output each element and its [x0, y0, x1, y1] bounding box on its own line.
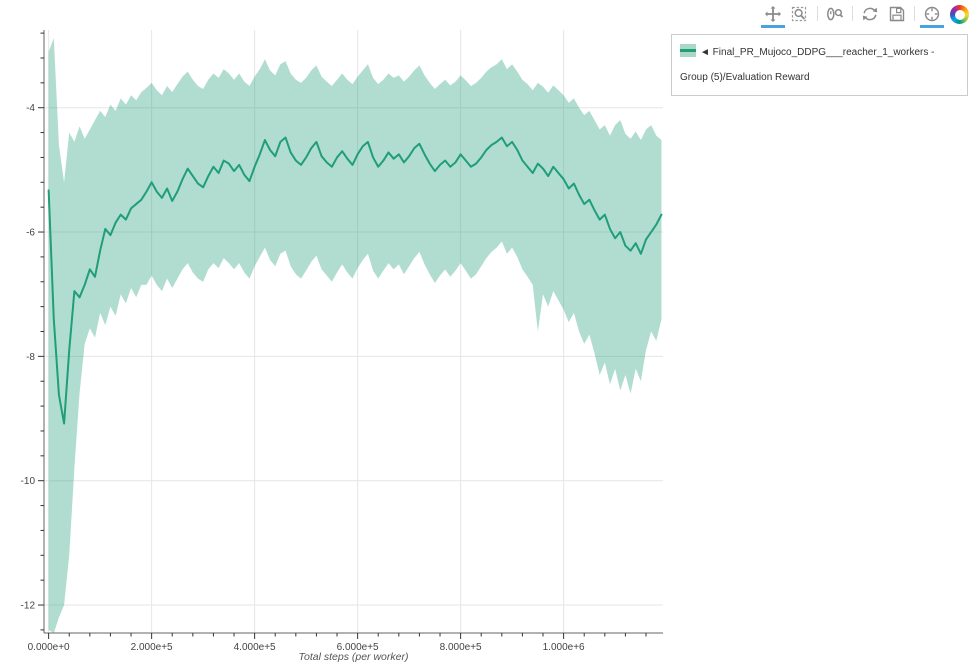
y-tick-label: -8 — [26, 352, 35, 363]
x-tick-label: 4.000e+5 — [234, 642, 276, 653]
y-tick-label: -10 — [21, 476, 36, 487]
axis-ticks — [38, 32, 647, 639]
save-tool-button[interactable] — [885, 2, 909, 28]
legend-swatch-line — [680, 49, 696, 52]
plot-toolbar — [761, 2, 969, 28]
toolbar-separator — [852, 6, 853, 21]
reset-tool-button[interactable] — [858, 2, 882, 28]
mean-line — [47, 136, 663, 425]
x-tick-label: 8.000e+5 — [440, 642, 482, 653]
bokeh-logo[interactable] — [950, 5, 969, 24]
bokeh-logo-center — [954, 9, 965, 20]
y-tick-label: -4 — [26, 103, 35, 114]
gridlines — [44, 30, 663, 633]
hover-icon — [924, 6, 940, 21]
legend-label: ◄ Final_PR_Mujoco_DDPG___reacher_1_worke… — [680, 47, 935, 83]
legend[interactable]: ◄ Final_PR_Mujoco_DDPG___reacher_1_worke… — [671, 34, 968, 96]
confidence-band — [48, 38, 662, 634]
toolbar-separator — [817, 6, 818, 21]
save-icon — [889, 6, 905, 21]
wheel-zoom-icon — [827, 7, 844, 20]
x-axis-title: Total steps (per worker) — [298, 651, 409, 663]
y-tick-label: -12 — [21, 601, 36, 612]
box-zoom-tool-button[interactable] — [788, 2, 812, 28]
toolbar-separator — [914, 6, 915, 21]
box-zoom-icon — [791, 6, 807, 21]
pan-tool-button[interactable] — [761, 2, 785, 28]
x-tick-label: 1.000e+6 — [543, 642, 585, 653]
legend-swatch — [680, 44, 696, 57]
x-tick-label: 0.000e+0 — [28, 642, 70, 653]
reset-icon — [862, 7, 878, 20]
hover-tool-button[interactable] — [920, 2, 944, 28]
y-tick-label: -6 — [26, 228, 35, 239]
pan-icon — [765, 5, 781, 22]
x-tick-label: 2.000e+5 — [131, 642, 173, 653]
wheel-zoom-tool-button[interactable] — [823, 2, 847, 28]
x-tick-label: 6.000e+5 — [337, 642, 379, 653]
